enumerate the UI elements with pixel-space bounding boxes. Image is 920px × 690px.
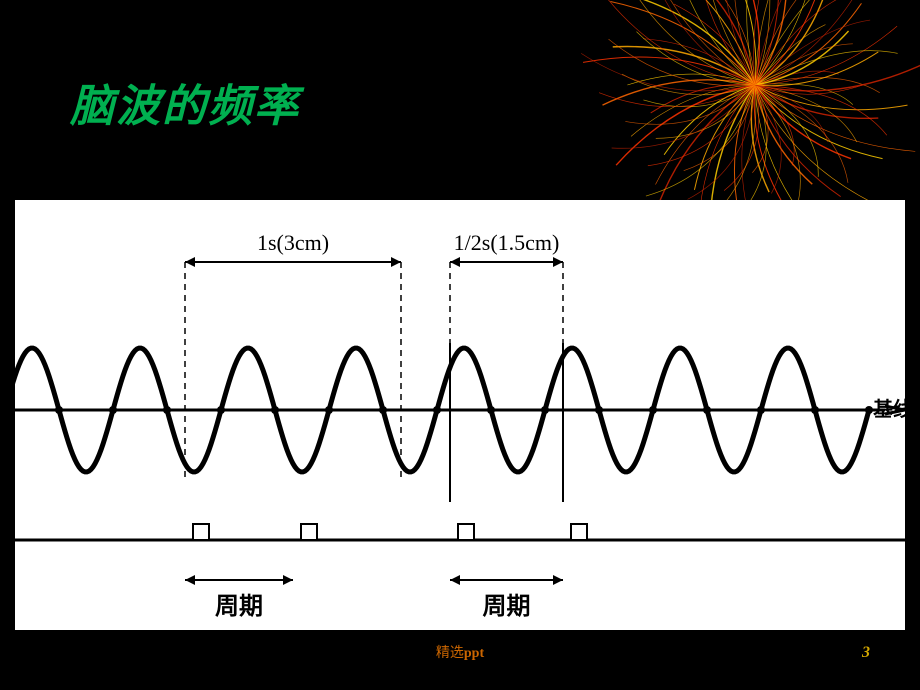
- svg-text:1/2s(1.5cm): 1/2s(1.5cm): [454, 230, 560, 255]
- footer-text-2: ppt: [464, 646, 484, 661]
- firework-decoration: [560, 0, 920, 220]
- slide-title: 脑波的频率: [70, 70, 300, 134]
- svg-text:基线: 基线: [873, 397, 905, 421]
- svg-text:周期: 周期: [483, 593, 531, 620]
- svg-text:周期: 周期: [215, 593, 263, 620]
- svg-text:1s(3cm): 1s(3cm): [257, 230, 329, 255]
- footer: 精选ppt: [0, 642, 920, 662]
- wave-diagram: 1s(3cm) 1/2s(1.5cm) 基线周期 周期: [15, 200, 905, 630]
- page-number: 3: [862, 644, 870, 662]
- footer-text-1: 精选: [436, 646, 464, 661]
